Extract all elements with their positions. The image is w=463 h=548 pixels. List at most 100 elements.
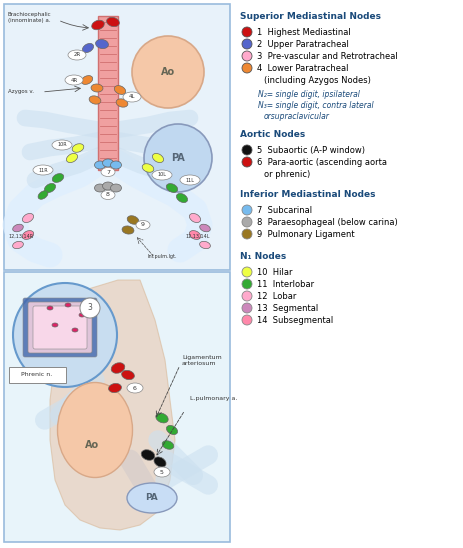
Text: 14  Subsegmental: 14 Subsegmental — [257, 316, 332, 325]
Ellipse shape — [94, 161, 105, 169]
FancyBboxPatch shape — [23, 298, 97, 357]
Circle shape — [242, 51, 251, 61]
Ellipse shape — [101, 168, 115, 176]
FancyBboxPatch shape — [33, 306, 87, 349]
Ellipse shape — [95, 39, 108, 49]
Text: 12,13,14L: 12,13,14L — [185, 234, 209, 239]
Circle shape — [131, 36, 204, 108]
Ellipse shape — [81, 76, 93, 84]
Ellipse shape — [122, 226, 134, 234]
Ellipse shape — [33, 165, 53, 175]
Text: 4R: 4R — [70, 77, 77, 83]
Polygon shape — [50, 280, 175, 530]
Ellipse shape — [166, 184, 177, 192]
Ellipse shape — [110, 161, 121, 169]
Text: N₂= single digit, ipsilateral: N₂= single digit, ipsilateral — [257, 90, 359, 99]
Ellipse shape — [110, 184, 121, 192]
Ellipse shape — [156, 413, 168, 423]
Circle shape — [242, 291, 251, 301]
Ellipse shape — [123, 92, 141, 102]
Ellipse shape — [106, 18, 119, 27]
Text: 4  Lower Paratracheal: 4 Lower Paratracheal — [257, 64, 348, 73]
Ellipse shape — [13, 224, 23, 232]
Text: 2  Upper Paratracheal: 2 Upper Paratracheal — [257, 40, 348, 49]
Text: Brachiocephalic
(innominate) a.: Brachiocephalic (innominate) a. — [8, 12, 51, 23]
Ellipse shape — [127, 216, 138, 224]
Ellipse shape — [116, 99, 128, 107]
Ellipse shape — [199, 224, 210, 232]
Ellipse shape — [199, 241, 210, 249]
Text: Superior Mediastinal Nodes: Superior Mediastinal Nodes — [239, 12, 380, 21]
Ellipse shape — [141, 450, 155, 460]
Ellipse shape — [52, 174, 63, 182]
Ellipse shape — [22, 231, 34, 239]
Text: N₁ Nodes: N₁ Nodes — [239, 252, 286, 261]
Ellipse shape — [180, 175, 200, 185]
Ellipse shape — [68, 50, 86, 60]
Text: Ao: Ao — [85, 440, 99, 450]
Text: 12,13,14R: 12,13,14R — [8, 234, 33, 239]
Circle shape — [80, 298, 100, 318]
Text: 12  Lobar: 12 Lobar — [257, 292, 296, 301]
Ellipse shape — [154, 457, 166, 467]
Ellipse shape — [91, 84, 103, 92]
Ellipse shape — [65, 75, 83, 85]
Text: 7: 7 — [106, 169, 110, 174]
Ellipse shape — [52, 140, 72, 150]
Text: 9  Pulmonary Ligament: 9 Pulmonary Ligament — [257, 230, 354, 239]
Circle shape — [242, 279, 251, 289]
FancyBboxPatch shape — [4, 272, 230, 542]
Ellipse shape — [136, 220, 150, 230]
Ellipse shape — [47, 306, 53, 310]
FancyBboxPatch shape — [9, 367, 66, 383]
FancyBboxPatch shape — [4, 4, 230, 270]
Text: 9: 9 — [141, 222, 144, 227]
Ellipse shape — [101, 191, 115, 199]
Text: 7  Subcarinal: 7 Subcarinal — [257, 206, 312, 215]
Ellipse shape — [166, 425, 177, 435]
Text: 10R: 10R — [57, 142, 67, 147]
Ellipse shape — [114, 85, 125, 94]
Ellipse shape — [111, 363, 125, 373]
Text: 8: 8 — [106, 192, 110, 197]
Ellipse shape — [102, 182, 113, 190]
Ellipse shape — [152, 153, 163, 163]
Text: 3  Pre-vascular and Retrotracheal: 3 Pre-vascular and Retrotracheal — [257, 52, 397, 61]
Ellipse shape — [102, 159, 113, 167]
Text: (including Azygos Nodes): (including Azygos Nodes) — [263, 76, 370, 85]
Circle shape — [242, 303, 251, 313]
Text: Aortic Nodes: Aortic Nodes — [239, 130, 305, 139]
Text: 3: 3 — [88, 304, 92, 312]
Text: 8  Paraesophageal (below carina): 8 Paraesophageal (below carina) — [257, 218, 397, 227]
Circle shape — [242, 63, 251, 73]
Text: 2R: 2R — [73, 53, 81, 58]
Circle shape — [242, 157, 251, 167]
Text: Ao: Ao — [161, 67, 175, 77]
Circle shape — [242, 205, 251, 215]
Text: L.pulmonary a.: L.pulmonary a. — [189, 396, 237, 401]
Circle shape — [242, 315, 251, 325]
Text: Inf.pulm.lgt.: Inf.pulm.lgt. — [148, 254, 177, 259]
Text: 13  Segmental: 13 Segmental — [257, 304, 318, 313]
Ellipse shape — [57, 383, 132, 477]
Text: 6: 6 — [133, 385, 137, 391]
Text: Inferior Mediastinal Nodes: Inferior Mediastinal Nodes — [239, 190, 375, 199]
Ellipse shape — [79, 313, 85, 317]
Ellipse shape — [22, 213, 33, 222]
Ellipse shape — [89, 96, 100, 104]
Ellipse shape — [65, 303, 71, 307]
Text: Azygos v.: Azygos v. — [8, 89, 34, 94]
Circle shape — [242, 27, 251, 37]
Text: 11L: 11L — [185, 178, 194, 182]
FancyBboxPatch shape — [28, 302, 92, 353]
Text: 10L: 10L — [157, 173, 166, 178]
Circle shape — [144, 124, 212, 192]
Ellipse shape — [38, 191, 48, 199]
Ellipse shape — [44, 184, 56, 192]
Text: 10  Hilar: 10 Hilar — [257, 268, 292, 277]
Ellipse shape — [121, 370, 134, 380]
Text: 5: 5 — [160, 470, 163, 475]
Text: Phrenic n.: Phrenic n. — [21, 373, 52, 378]
Circle shape — [242, 267, 251, 277]
FancyBboxPatch shape — [98, 16, 118, 170]
